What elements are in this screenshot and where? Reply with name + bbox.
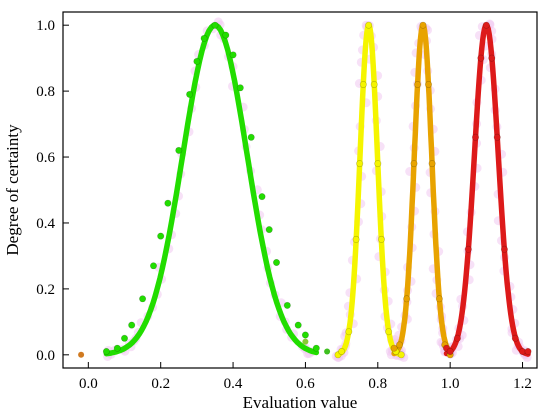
data-point: [102, 347, 110, 355]
y-tick-label: 0.2: [36, 282, 55, 298]
series-4-points: [442, 21, 532, 355]
data-point: [414, 81, 422, 89]
x-tick-label: 0.8: [368, 376, 387, 392]
data-point: [374, 160, 382, 168]
data-point: [435, 295, 443, 303]
data-point: [500, 245, 508, 253]
outlier-point: [324, 348, 331, 355]
series-3-curve: [391, 22, 453, 357]
y-tick-label: 0.6: [36, 150, 55, 166]
data-point: [193, 57, 201, 65]
series-1-points: [102, 21, 320, 355]
data-point: [211, 21, 219, 29]
data-point: [272, 258, 280, 266]
series-3-halo: [388, 22, 457, 360]
data-point: [453, 334, 461, 342]
data-point: [390, 344, 398, 352]
data-point: [186, 90, 194, 98]
data-point: [283, 301, 291, 309]
data-point: [113, 344, 121, 352]
x-tick-label: 0.0: [79, 376, 98, 392]
data-point: [403, 295, 411, 303]
data-point: [482, 21, 490, 29]
data-point: [428, 160, 436, 168]
data-point: [477, 54, 485, 62]
y-tick-label: 0.4: [36, 216, 55, 232]
y-tick-label: 0.8: [36, 84, 55, 100]
data-point: [345, 328, 353, 336]
data-point: [121, 334, 129, 342]
data-point: [424, 81, 432, 89]
data-point: [164, 199, 172, 207]
series-2-halo: [331, 20, 409, 363]
data-point: [511, 334, 519, 342]
data-point: [356, 160, 364, 168]
x-tick-label: 1.2: [513, 376, 532, 392]
data-point: [493, 133, 501, 141]
data-point: [359, 81, 367, 89]
data-point: [258, 193, 266, 201]
x-tick-label: 0.2: [151, 376, 170, 392]
data-point: [488, 54, 496, 62]
series-1-curve: [103, 22, 320, 357]
data-point: [222, 31, 230, 39]
y-axis-label: Degree of certainty: [3, 124, 22, 256]
series-4-halo: [440, 19, 532, 362]
data-point: [247, 133, 255, 141]
data-point: [200, 34, 208, 42]
data-point: [352, 235, 360, 243]
data-point: [157, 232, 165, 240]
outlier-point: [78, 351, 85, 358]
data-point: [265, 226, 273, 234]
plot-area: [78, 17, 532, 363]
data-point: [464, 245, 472, 253]
data-point: [236, 84, 244, 92]
data-point: [301, 331, 309, 339]
data-point: [471, 133, 479, 141]
data-point: [229, 51, 237, 59]
y-tick-label: 0.0: [36, 348, 55, 364]
data-point: [365, 21, 373, 29]
x-tick-label: 1.0: [441, 376, 460, 392]
axes: 0.0 0.2 0.4 0.6 0.8 1.0 1.2 0.0 0.2 0.4 0.6 0.8 1.0: [36, 18, 532, 392]
data-point: [410, 160, 418, 168]
data-point: [312, 344, 320, 352]
data-point: [419, 21, 427, 29]
data-point: [385, 328, 393, 336]
data-point: [397, 351, 405, 359]
series-1-halo: [103, 17, 317, 361]
data-point: [524, 347, 532, 355]
data-point: [128, 321, 136, 329]
data-point: [446, 347, 454, 355]
data-point: [150, 262, 158, 270]
data-point: [370, 81, 378, 89]
x-tick-label: 0.6: [296, 376, 315, 392]
data-point: [139, 295, 147, 303]
outlier-point: [302, 338, 309, 345]
plot-frame: [62, 11, 538, 369]
x-tick-label: 0.4: [224, 376, 243, 392]
data-point: [338, 347, 346, 355]
data-point: [175, 146, 183, 154]
data-point: [377, 235, 385, 243]
data-point: [395, 341, 403, 349]
x-axis-label: Evaluation value: [243, 393, 358, 412]
series-2-points: [334, 21, 405, 359]
data-point: [294, 321, 302, 329]
y-tick-label: 1.0: [36, 18, 55, 34]
